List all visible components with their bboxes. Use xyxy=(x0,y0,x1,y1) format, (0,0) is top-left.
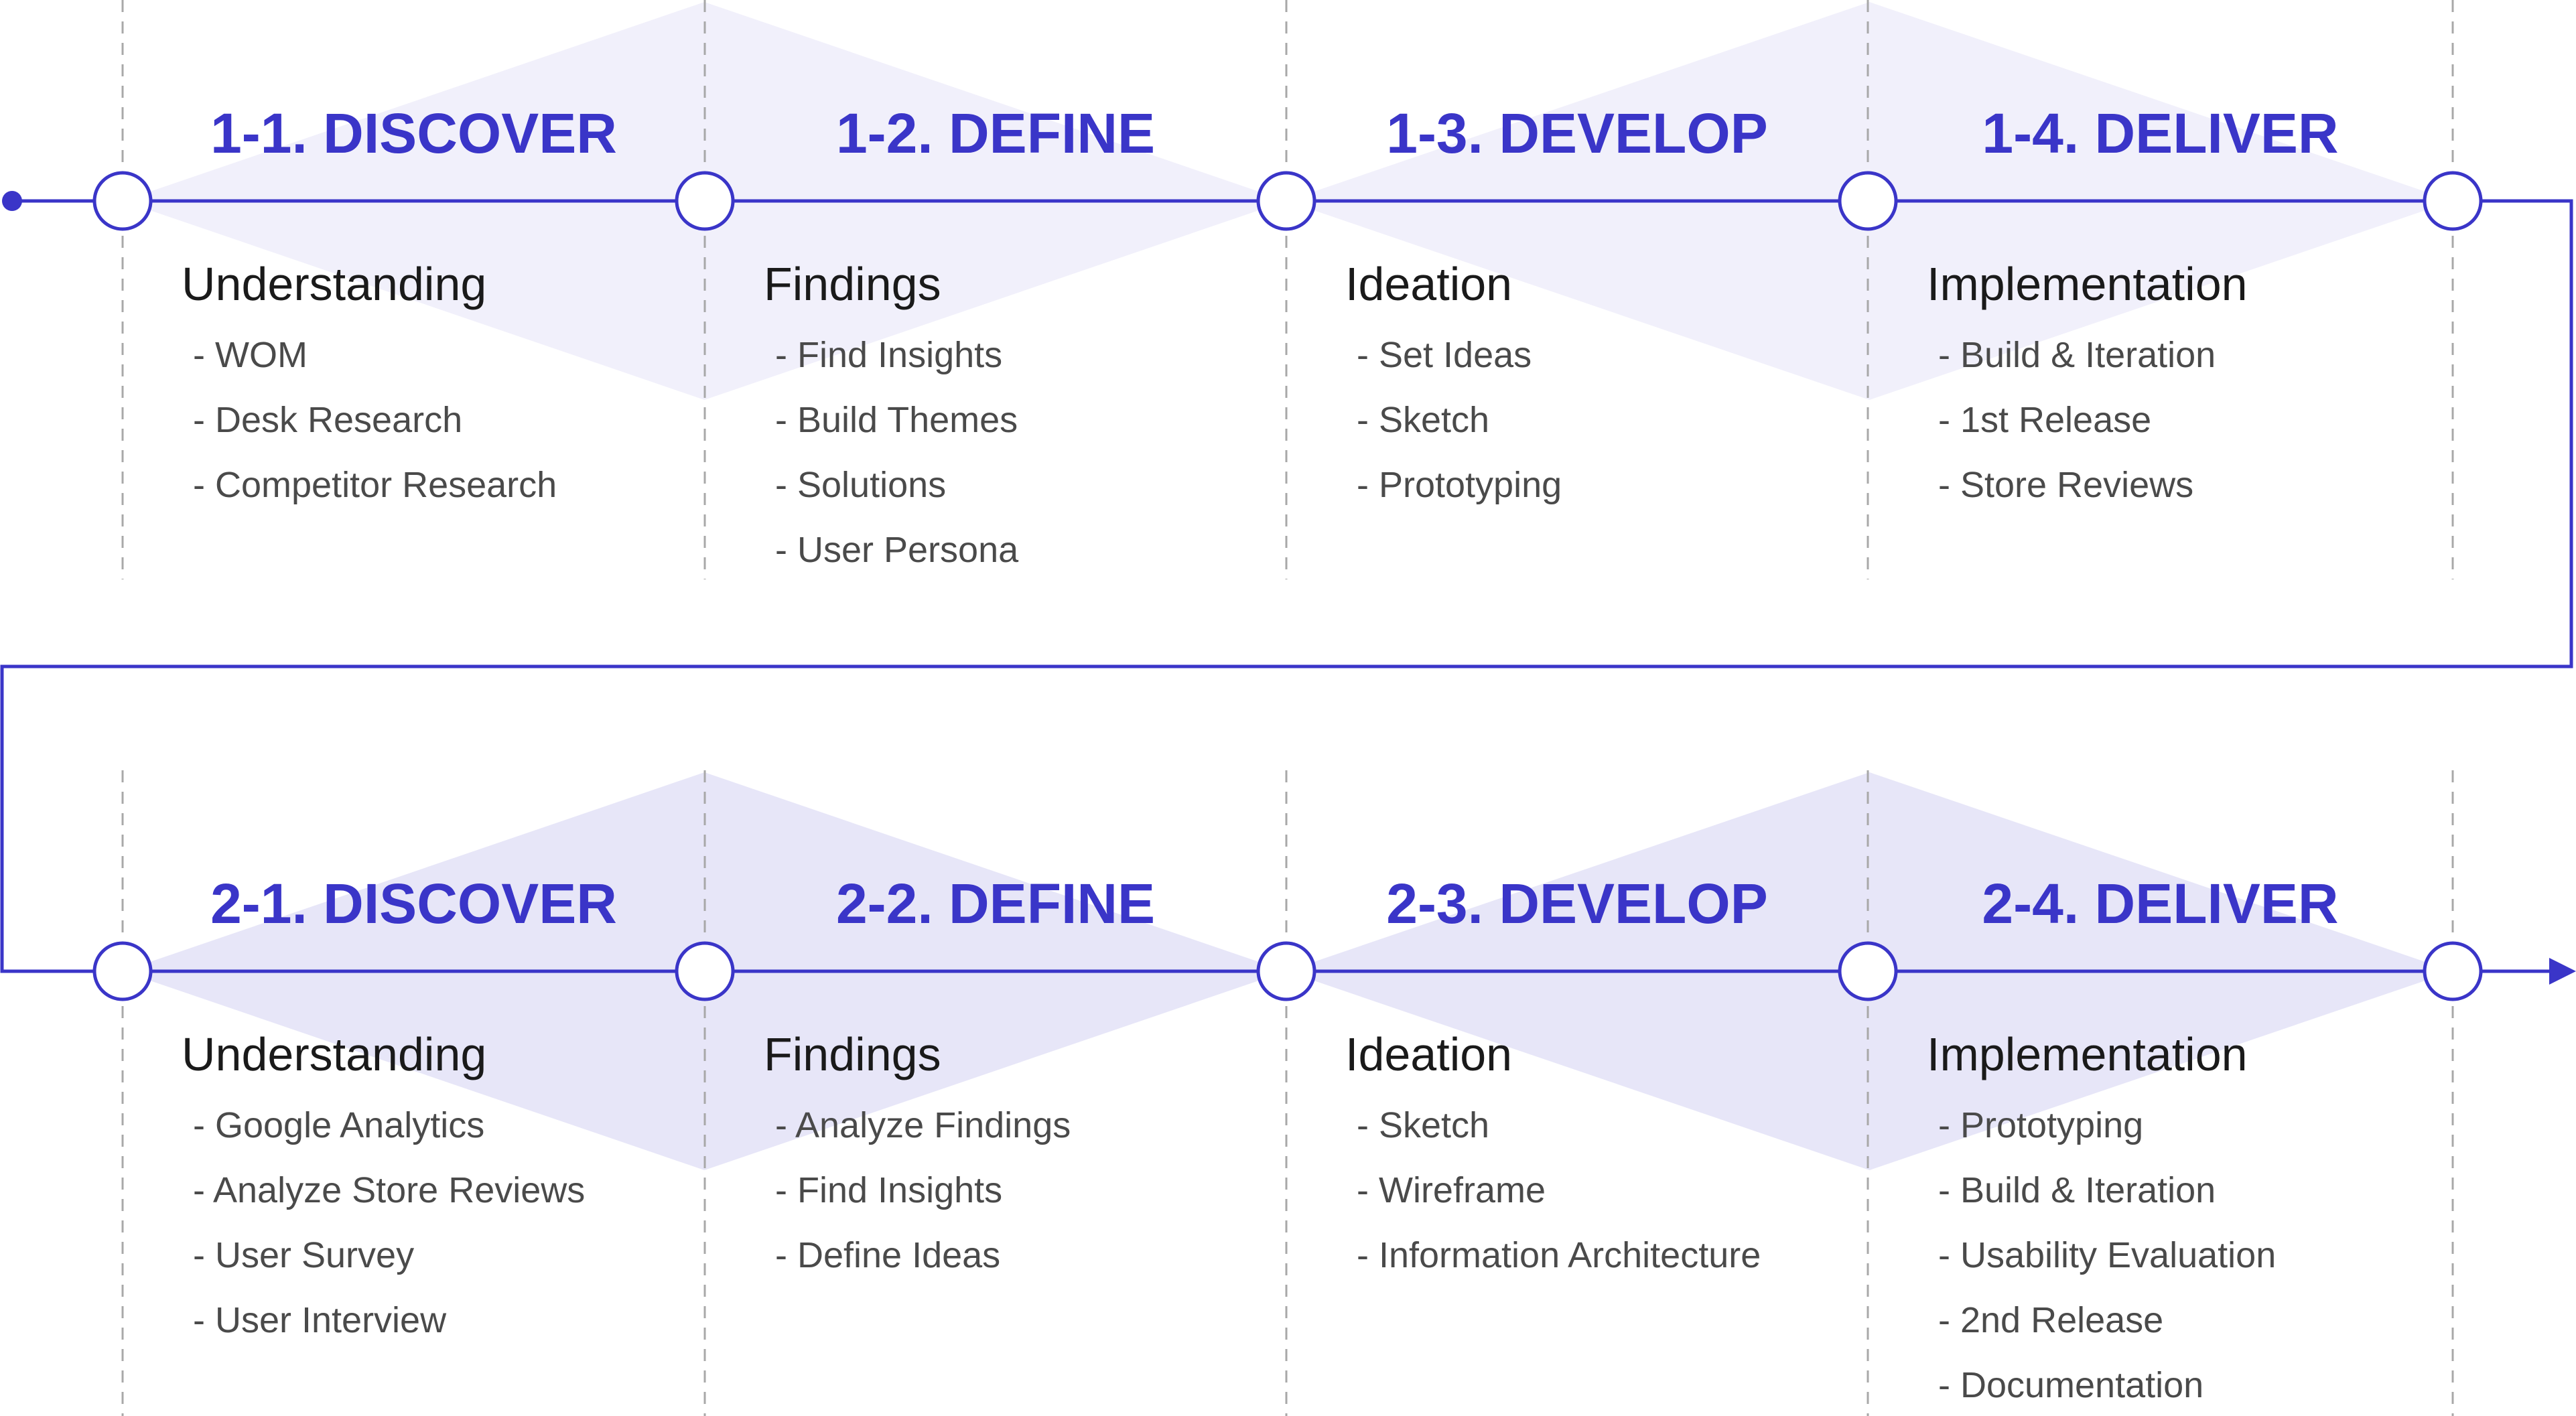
phase-2-2: 2-2. DEFINE Findings - Analyze Findings - F… xyxy=(764,872,1155,1275)
group-title: Implementation xyxy=(1927,1028,2248,1080)
list-item: - Information Architecture xyxy=(1357,1235,1761,1275)
list-item: - Wireframe xyxy=(1357,1170,1546,1210)
list-item: - 1st Release xyxy=(1938,400,2151,440)
phase-title: 2-1. DISCOVER xyxy=(210,872,617,935)
list-item: - Build & Iteration xyxy=(1938,1170,2216,1210)
list-item: - Documentation xyxy=(1938,1365,2204,1405)
phase-title: 1-4. DELIVER xyxy=(1982,102,2338,165)
phase-title: 1-2. DEFINE xyxy=(836,102,1155,165)
node-row1-1 xyxy=(92,171,153,231)
list-item: - Define Ideas xyxy=(775,1235,1000,1275)
node-row1-3 xyxy=(1256,171,1316,231)
list-item: - Set Ideas xyxy=(1357,335,1532,375)
group-title: Ideation xyxy=(1345,1028,1512,1080)
phase-2-3: 2-3. DEVELOP Ideation - Sketch - Wireframe -… xyxy=(1345,872,1768,1275)
phase-nodes xyxy=(92,171,2483,1001)
node-row2-2 xyxy=(675,941,735,1001)
node-row1-4 xyxy=(1838,171,1898,231)
phase-2-1: 2-1. DISCOVER Understanding - Google Analy… xyxy=(182,872,617,1340)
phase-title: 2-4. DELIVER xyxy=(1982,872,2338,935)
list-item: - Analyze Store Reviews xyxy=(193,1170,585,1210)
phase-title: 1-1. DISCOVER xyxy=(210,102,617,165)
list-item: - WOM xyxy=(193,335,308,375)
list-item: - Prototyping xyxy=(1357,465,1562,505)
list-item: - User Persona xyxy=(775,530,1019,570)
list-item: - Usability Evaluation xyxy=(1938,1235,2276,1275)
phase-2-4: 2-4. DELIVER Implementation - Prototyping -… xyxy=(1927,872,2339,1405)
flow-path xyxy=(0,199,2573,973)
list-item: - Sketch xyxy=(1357,1105,1489,1145)
phase-title: 2-3. DEVELOP xyxy=(1386,872,1768,935)
list-item: - 2nd Release xyxy=(1938,1300,2163,1340)
phase-title: 1-3. DEVELOP xyxy=(1386,102,1768,165)
group-title: Findings xyxy=(764,258,941,310)
node-row2-3 xyxy=(1256,941,1316,1001)
node-row2-1 xyxy=(92,941,153,1001)
list-item: - User Interview xyxy=(193,1300,447,1340)
list-item: - Analyze Findings xyxy=(775,1105,1071,1145)
phase-1-3: 1-3. DEVELOP Ideation - Set Ideas - Sketch -… xyxy=(1345,102,1768,505)
node-row1-2 xyxy=(675,171,735,231)
list-item: - Store Reviews xyxy=(1938,465,2193,505)
list-item: - Desk Research xyxy=(193,400,462,440)
list-item: - Build & Iteration xyxy=(1938,335,2216,375)
list-item: - Google Analytics xyxy=(193,1105,484,1145)
node-row2-5 xyxy=(2423,941,2483,1001)
list-item: - Competitor Research xyxy=(193,465,557,505)
end-arrow-icon xyxy=(2549,958,2576,985)
list-item: - User Survey xyxy=(193,1235,414,1275)
process-flow-line xyxy=(0,191,2576,985)
group-title: Ideation xyxy=(1345,258,1512,310)
phase-labels: 1-1. DISCOVER Understanding - WOM - Desk Re… xyxy=(182,102,2339,1405)
list-item: - Prototyping xyxy=(1938,1105,2143,1145)
phase-1-4: 1-4. DELIVER Implementation - Build & Iter… xyxy=(1927,102,2339,505)
group-title: Findings xyxy=(764,1028,941,1080)
group-title: Understanding xyxy=(182,1028,486,1080)
phase-title: 2-2. DEFINE xyxy=(836,872,1155,935)
list-item: - Build Themes xyxy=(775,400,1018,440)
group-title: Understanding xyxy=(182,258,486,310)
phase-1-1: 1-1. DISCOVER Understanding - WOM - Desk Re… xyxy=(182,102,617,505)
node-row1-5 xyxy=(2423,171,2483,231)
phase-1-2: 1-2. DEFINE Findings - Find Insights - Buil… xyxy=(764,102,1155,570)
node-row2-4 xyxy=(1838,941,1898,1001)
list-item: - Find Insights xyxy=(775,1170,1002,1210)
list-item: - Solutions xyxy=(775,465,946,505)
list-item: - Sketch xyxy=(1357,400,1489,440)
group-title: Implementation xyxy=(1927,258,2248,310)
list-item: - Find Insights xyxy=(775,335,1002,375)
phase-dividers xyxy=(121,0,2454,1416)
